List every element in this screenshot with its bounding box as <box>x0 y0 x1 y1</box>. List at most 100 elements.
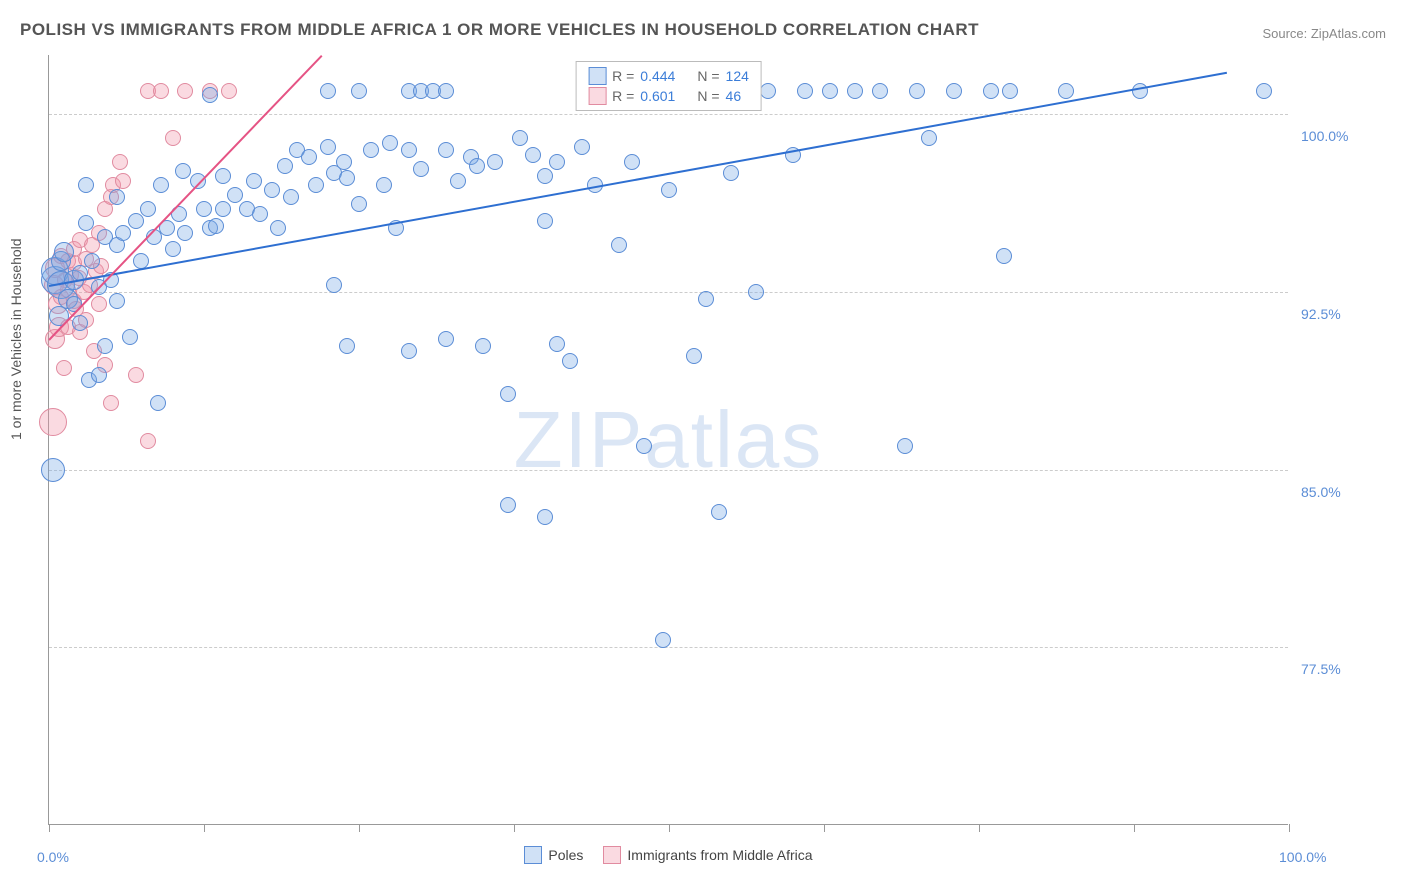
watermark: ZIPatlas <box>514 394 823 486</box>
data-point-poles <box>54 242 74 262</box>
data-point-poles <box>97 338 113 354</box>
data-point-poles <box>413 161 429 177</box>
r-label: R = <box>612 86 634 106</box>
data-point-poles <box>711 504 727 520</box>
data-point-poles <box>1256 83 1272 99</box>
data-point-poles <box>270 220 286 236</box>
data-point-poles <box>574 139 590 155</box>
legend-label-immigrants: Immigrants from Middle Africa <box>627 847 812 863</box>
data-point-immigrants <box>115 173 131 189</box>
data-point-poles <box>264 182 280 198</box>
x-tick <box>824 824 825 832</box>
data-point-poles <box>177 225 193 241</box>
data-point-poles <box>109 293 125 309</box>
x-tick-label: 100.0% <box>1279 849 1326 865</box>
n-label: N = <box>697 86 719 106</box>
n-label: N = <box>697 66 719 86</box>
y-tick-label: 85.0% <box>1301 484 1341 500</box>
legend-label-poles: Poles <box>548 847 583 863</box>
data-point-poles <box>78 177 94 193</box>
data-point-poles <box>537 509 553 525</box>
data-point-poles <box>283 189 299 205</box>
r-label: R = <box>612 66 634 86</box>
legend-row-immigrants: R = 0.601 N = 46 <box>588 86 749 106</box>
data-point-poles <box>202 87 218 103</box>
gridline <box>49 647 1288 648</box>
data-point-poles <box>909 83 925 99</box>
plot-area: ZIPatlas R = 0.444 N = 124 R = 0.601 N =… <box>48 55 1288 825</box>
data-point-poles <box>549 336 565 352</box>
data-point-poles <box>320 139 336 155</box>
data-point-poles <box>215 168 231 184</box>
data-point-poles <box>175 163 191 179</box>
data-point-poles <box>1132 83 1148 99</box>
data-point-poles <box>153 177 169 193</box>
x-tick <box>204 824 205 832</box>
data-point-poles <box>537 168 553 184</box>
data-point-poles <box>109 189 125 205</box>
data-point-poles <box>72 315 88 331</box>
data-point-poles <box>686 348 702 364</box>
x-tick <box>49 824 50 832</box>
y-axis-title: 1 or more Vehicles in Household <box>8 238 24 440</box>
data-point-poles <box>351 83 367 99</box>
data-point-immigrants <box>128 367 144 383</box>
legend-item-immigrants: Immigrants from Middle Africa <box>603 846 812 864</box>
x-tick <box>979 824 980 832</box>
data-point-poles <box>382 135 398 151</box>
data-point-poles <box>525 147 541 163</box>
data-point-poles <box>983 83 999 99</box>
correlation-legend: R = 0.444 N = 124 R = 0.601 N = 46 <box>575 61 762 111</box>
data-point-poles <box>611 237 627 253</box>
swatch-immigrants <box>588 87 606 105</box>
data-point-poles <box>475 338 491 354</box>
data-point-poles <box>723 165 739 181</box>
data-point-poles <box>91 367 107 383</box>
data-point-poles <box>562 353 578 369</box>
data-point-poles <box>760 83 776 99</box>
data-point-poles <box>946 83 962 99</box>
data-point-poles <box>215 201 231 217</box>
data-point-poles <box>500 497 516 513</box>
data-point-poles <box>1002 83 1018 99</box>
data-point-poles <box>698 291 714 307</box>
data-point-immigrants <box>140 433 156 449</box>
data-point-immigrants <box>91 296 107 312</box>
data-point-poles <box>401 343 417 359</box>
data-point-poles <box>438 142 454 158</box>
legend-row-poles: R = 0.444 N = 124 <box>588 66 749 86</box>
data-point-poles <box>308 177 324 193</box>
data-point-immigrants <box>153 83 169 99</box>
legend-item-poles: Poles <box>524 846 583 864</box>
data-point-poles <box>363 142 379 158</box>
data-point-poles <box>1058 83 1074 99</box>
data-point-immigrants <box>165 130 181 146</box>
data-point-poles <box>549 154 565 170</box>
data-point-poles <box>150 395 166 411</box>
data-point-poles <box>376 177 392 193</box>
data-point-poles <box>500 386 516 402</box>
n-value-immigrants: 46 <box>726 86 742 106</box>
series-legend: Poles Immigrants from Middle Africa <box>49 846 1288 864</box>
data-point-immigrants <box>56 360 72 376</box>
data-point-poles <box>897 438 913 454</box>
data-point-poles <box>78 215 94 231</box>
data-point-poles <box>624 154 640 170</box>
data-point-poles <box>84 253 100 269</box>
data-point-poles <box>326 277 342 293</box>
data-point-poles <box>246 173 262 189</box>
data-point-poles <box>797 83 813 99</box>
data-point-poles <box>537 213 553 229</box>
data-point-poles <box>748 284 764 300</box>
x-tick <box>359 824 360 832</box>
data-point-poles <box>822 83 838 99</box>
data-point-poles <box>487 154 503 170</box>
data-point-poles <box>469 158 485 174</box>
data-point-poles <box>512 130 528 146</box>
x-tick-label: 0.0% <box>37 849 69 865</box>
data-point-poles <box>320 83 336 99</box>
data-point-poles <box>252 206 268 222</box>
data-point-poles <box>847 83 863 99</box>
y-tick-label: 77.5% <box>1301 661 1341 677</box>
data-point-poles <box>208 218 224 234</box>
